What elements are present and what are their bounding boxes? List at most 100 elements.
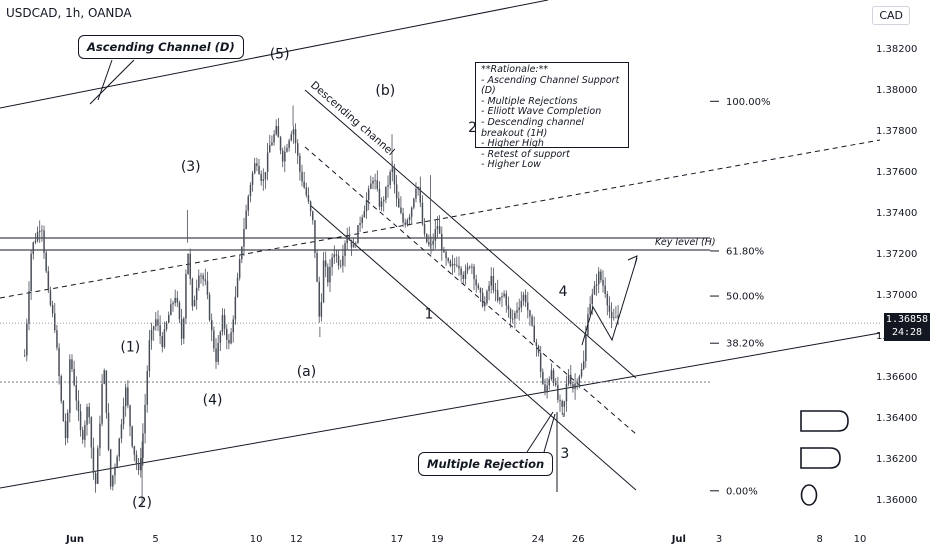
candle-body [514,312,516,319]
price-axis-label: 1.38000 [876,85,917,96]
candle-body [238,259,241,278]
candle-body [578,376,581,383]
candle-body [387,184,389,187]
candle-body [155,319,157,327]
candle-body [400,207,402,213]
candle-body [191,278,194,307]
candle-body [512,318,514,320]
candle-body [193,300,196,307]
candle-body [92,447,95,474]
candle-body [535,342,538,346]
candle-body [45,252,47,272]
ellipse-shape [800,484,818,506]
candle-body [352,244,355,248]
candle-body [393,167,396,185]
price-axis[interactable]: 1.38200 1.38000 1.37800 1.37600 1.37400 1.372… [876,44,917,506]
candle-body [34,240,37,243]
time-axis[interactable]: Jun 5 10 12 17 19 24 26 Jul 3 8 10 [65,534,866,545]
currency-button[interactable]: CAD [872,6,910,25]
candle-body [228,339,230,344]
candle-body [249,184,252,197]
candle-body [391,167,394,172]
candle-body [217,343,219,362]
wave-label: 4 [559,284,568,300]
wave-label: (3) [181,159,201,175]
candle-body [58,347,60,376]
candle-body [30,253,32,291]
candle-body [112,475,114,487]
candle-body [570,374,572,385]
candle-body [279,137,282,151]
candle-body [51,304,54,314]
candle-body [344,243,346,256]
current-price-value: 1.36858 [885,314,929,326]
candle-body [331,257,333,267]
rounded-rectangle-shape [800,447,841,469]
candle-body [230,332,232,344]
rounded-rectangle-shape [800,410,849,432]
candle-body [539,352,542,372]
candle-body [445,252,447,259]
candle-body [219,331,222,343]
price-axis-label: 1.37800 [876,126,917,137]
candle-body [595,284,598,286]
price-axis-label: 1.38200 [876,44,917,55]
candle-body [144,404,146,434]
candle-body [103,370,105,384]
candle-body [492,276,495,291]
candle-body [436,226,439,230]
candle-body [410,207,413,217]
candle-body [451,264,454,266]
candle-body [251,173,254,185]
candle-body [129,405,131,427]
candle-body [73,369,75,386]
candle-body [499,297,501,301]
candle-body [131,426,133,447]
candle-body [226,328,228,340]
candle-countdown: 24:28 [891,327,923,339]
rationale-note: **Rationale:** - Ascending Channel Suppo… [475,62,629,170]
candle-body [142,433,144,458]
wave-label: (b) [375,83,395,99]
time-axis-label: 17 [391,534,404,545]
candle-body [456,264,458,266]
candle-body [320,302,323,317]
ascending-callout-pointer [89,59,135,105]
candle-body [262,179,265,181]
candle-body [107,412,110,450]
rationale-item: - Multiple Rejections [481,95,578,107]
candle-body [395,184,398,199]
candle-body [269,145,271,153]
candle-body [464,270,467,279]
candle-body [604,285,606,294]
candle-body [90,417,93,448]
candle-body [56,330,58,348]
candle-body [496,290,499,301]
candle-body [41,230,43,232]
candle-body [47,271,50,291]
candle-body [322,260,325,303]
candle-body [36,231,39,241]
candle-body [370,183,372,189]
candle-body [82,430,84,440]
candle-body [247,196,249,211]
candle-body [327,266,329,283]
wave-label: (4) [203,393,223,409]
candle-body [426,234,428,242]
rejection-callout-pointer-2 [543,413,556,453]
candle-body [43,230,45,253]
candle-body [215,348,217,362]
candle-body [404,222,406,225]
time-axis-label: 8 [817,534,823,545]
ascending-callout-pointer-2 [97,59,113,101]
candle-body [567,374,570,384]
candle-body [572,384,574,389]
price-axis-label: 1.37200 [876,249,917,260]
candle-body [544,384,546,393]
candle-body [264,172,267,180]
candle-body [159,325,161,336]
candle-body [245,210,247,229]
fib-level-label: 61.80% [726,246,764,257]
candle-body [54,313,56,331]
descending-channel-lower-line [309,204,637,491]
